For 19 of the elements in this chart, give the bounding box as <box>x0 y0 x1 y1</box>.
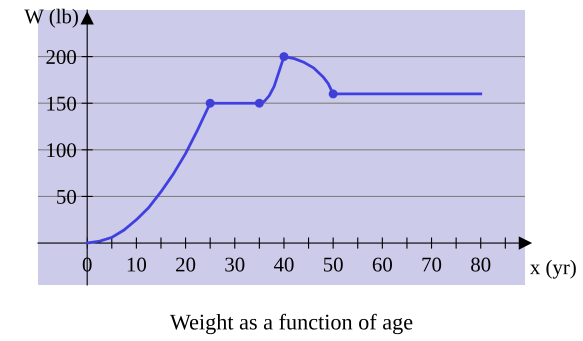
y-tick-label: 150 <box>47 96 76 111</box>
y-tick-label: 50 <box>57 190 76 204</box>
x-tick-label: 10 <box>128 258 146 272</box>
x-tick-label: 40 <box>274 258 294 272</box>
x-tick-label: 50 <box>324 258 343 272</box>
point <box>328 89 338 98</box>
y-tick-label: 100 <box>47 143 76 158</box>
x-axis-title: x (yr) <box>530 260 576 279</box>
y-axis-title: W (lb) <box>24 8 78 28</box>
x-tick-label: 20 <box>176 258 196 272</box>
y-tick-label: 200 <box>46 50 76 64</box>
x-tick-label: 30 <box>225 258 244 272</box>
x-tick-label: 80 <box>471 258 490 272</box>
text: Weight as a function of age <box>170 314 412 334</box>
x-tick-label: 60 <box>372 258 392 272</box>
x-tick-label: 70 <box>422 258 442 272</box>
point <box>279 52 288 62</box>
point <box>254 98 264 108</box>
point <box>206 98 215 108</box>
